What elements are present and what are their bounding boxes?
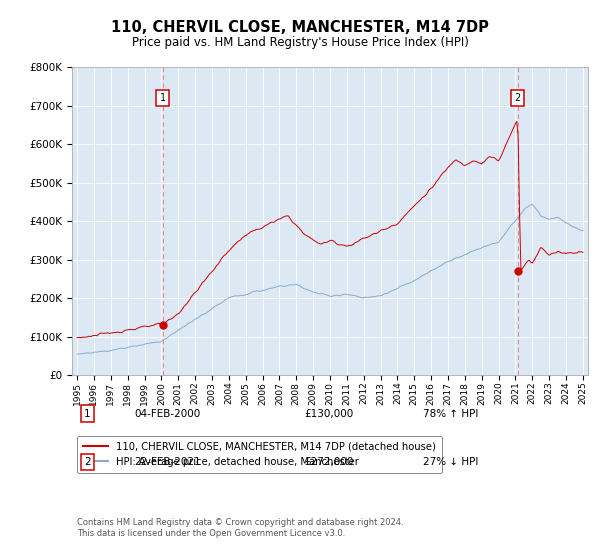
Text: 22-FEB-2021: 22-FEB-2021 (134, 457, 200, 467)
Text: Contains HM Land Registry data © Crown copyright and database right 2024.
This d: Contains HM Land Registry data © Crown c… (77, 519, 404, 538)
Point (513, 266, 523, 275)
Text: 110, CHERVIL CLOSE, MANCHESTER, M14 7DP: 110, CHERVIL CLOSE, MANCHESTER, M14 7DP (111, 20, 489, 35)
Text: 78% ↑ HPI: 78% ↑ HPI (423, 409, 478, 418)
Text: £130,000: £130,000 (304, 409, 353, 418)
Text: 04-FEB-2000: 04-FEB-2000 (134, 409, 200, 418)
Text: 2: 2 (84, 457, 91, 467)
Text: 1: 1 (84, 409, 91, 418)
Text: £272,000: £272,000 (304, 457, 353, 467)
Legend: 110, CHERVIL CLOSE, MANCHESTER, M14 7DP (detached house), HPI: Average price, de: 110, CHERVIL CLOSE, MANCHESTER, M14 7DP … (77, 436, 442, 473)
Text: 2: 2 (515, 93, 521, 103)
Point (158, 321, 167, 330)
Text: 27% ↓ HPI: 27% ↓ HPI (423, 457, 478, 467)
Text: 1: 1 (160, 93, 166, 103)
Text: Price paid vs. HM Land Registry's House Price Index (HPI): Price paid vs. HM Land Registry's House … (131, 36, 469, 49)
